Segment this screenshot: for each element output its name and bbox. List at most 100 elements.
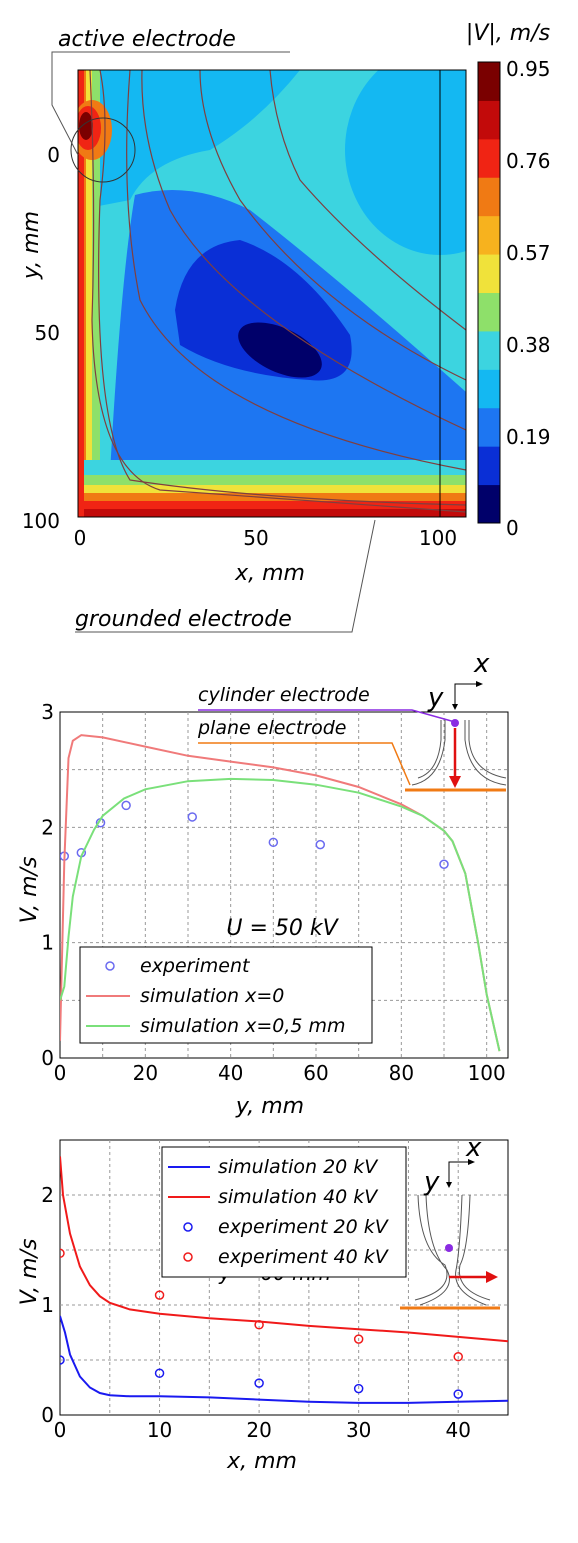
- legend-label: experiment: [140, 955, 251, 977]
- contour-upper-right-region: [345, 70, 466, 255]
- inset-label-x: x: [473, 649, 490, 679]
- inset-arrow-head: [486, 1271, 498, 1283]
- colorbar-ticks: 0.95 0.76 0.57 0.38 0.19 0: [506, 57, 551, 540]
- contour-y-label: y, mm: [19, 211, 44, 280]
- data-point: [254, 1320, 264, 1330]
- inset-cylinder-point: [451, 719, 459, 727]
- contour-left-edge: [78, 70, 84, 517]
- inset-streamlines: [414, 1194, 491, 1306]
- grounded-electrode-label: grounded electrode: [75, 607, 292, 632]
- inset-axis-arrow-x: [476, 681, 483, 687]
- data-point: [60, 1355, 65, 1365]
- colorbar-level: [478, 330, 500, 370]
- panel2-x-label: y, mm: [235, 1094, 304, 1119]
- colorbar-tick: 0.38: [506, 333, 551, 357]
- active-electrode-label: active electrode: [58, 27, 236, 52]
- panel2-y-label: V, m/s: [17, 857, 42, 924]
- x-tick-label: 10: [147, 1418, 172, 1442]
- legend-marker-exp-40kv: [183, 1252, 193, 1262]
- contour-x-label: x, mm: [234, 561, 305, 586]
- panel3-y-label: V, m/s: [17, 1239, 42, 1306]
- colorbar-level: [478, 177, 500, 217]
- colorbar-tick: 0.76: [506, 149, 551, 173]
- colorbar-level: [478, 292, 500, 332]
- colorbar-tick: 0.95: [506, 57, 551, 81]
- velocity-y-panel: 0 20 40 60 80 100 0 1 2 3 y, mm V, m/s U = 50 kV…: [17, 649, 509, 1119]
- contour-x-ticks: 0 50 100: [74, 526, 457, 550]
- y-tick-label: 2: [41, 815, 54, 839]
- contour-panel: active electrode grounded electrode 0 50…: [19, 21, 551, 633]
- contour-y-tick: 0: [47, 143, 60, 167]
- colorbar-level: [478, 369, 500, 409]
- cylinder-leader: [198, 709, 456, 723]
- x-tick-label: 100: [468, 1061, 506, 1085]
- x-tick-label: 20: [246, 1418, 271, 1442]
- panel2-title: U = 50 kV: [226, 916, 339, 941]
- panel3-series: [60, 1156, 508, 1404]
- active-electrode-leader: [51, 51, 290, 156]
- colorbar-level: [478, 484, 500, 524]
- legend-label: experiment 20 kV: [218, 1216, 390, 1238]
- inset-label-plane: plane electrode: [197, 717, 347, 739]
- y-tick-label: 3: [41, 700, 54, 724]
- inset-label-x: x: [465, 1133, 482, 1163]
- panel3-y-ticks: 0 1 2: [41, 1183, 54, 1427]
- y-tick-label: 0: [41, 1403, 54, 1427]
- y-tick-label: 0: [41, 1046, 54, 1070]
- contour-y-tick: 50: [35, 321, 60, 345]
- data-point: [353, 1334, 364, 1344]
- series-line: [60, 1315, 508, 1404]
- x-tick-label: 30: [346, 1418, 371, 1442]
- colorbar-level: [478, 407, 500, 447]
- colorbar-frame: [477, 61, 501, 524]
- inset-arrow-head: [449, 776, 461, 788]
- plane-leader: [198, 742, 411, 786]
- panel2-x-ticks: 0 20 40 60 80 100: [54, 1061, 506, 1085]
- inset-axis-arrow-x: [468, 1159, 475, 1165]
- data-point: [187, 812, 198, 822]
- legend-label: simulation 40 kV: [218, 1186, 379, 1208]
- data-point: [439, 859, 449, 869]
- colorbar-tick: 0: [506, 516, 519, 540]
- x-tick-label: 0: [54, 1061, 67, 1085]
- y-tick-label: 1: [41, 1293, 54, 1317]
- data-point: [121, 800, 131, 811]
- panel2-y-ticks: 0 1 2 3: [41, 700, 54, 1070]
- x-tick-label: 40: [445, 1418, 470, 1442]
- data-point: [60, 1248, 65, 1259]
- x-tick-label: 80: [389, 1061, 414, 1085]
- inset-axes: [448, 1161, 470, 1184]
- colorbar-level: [478, 100, 500, 140]
- legend-label: simulation x=0,5 mm: [140, 1015, 346, 1037]
- colorbar: [478, 62, 500, 524]
- colorbar-level: [478, 138, 500, 178]
- grounded-electrode-leader: [75, 519, 376, 633]
- colorbar-level: [478, 215, 500, 255]
- colorbar-tick: 0.57: [506, 241, 551, 265]
- panel3-inset: x y: [400, 1133, 500, 1310]
- data-point: [453, 1389, 463, 1399]
- data-point: [315, 839, 326, 850]
- series-line: [60, 777, 501, 1052]
- colorbar-tick: 0.19: [506, 425, 551, 449]
- contour-level-3: [78, 70, 300, 210]
- x-tick-label: 20: [133, 1061, 158, 1085]
- contour-x-tick: 50: [243, 526, 268, 550]
- colorbar-level: [478, 62, 500, 101]
- data-point: [154, 1368, 165, 1378]
- inset-label-y: y: [427, 683, 444, 713]
- legend-marker-experiment: [105, 961, 115, 971]
- contour-y-tick: 100: [22, 509, 60, 533]
- electrode-hotspot-core: [79, 112, 93, 140]
- contour-x-tick: 0: [74, 526, 87, 550]
- x-tick-label: 60: [303, 1061, 328, 1085]
- legend-label: simulation x=0: [140, 985, 284, 1007]
- contour-frame: [77, 69, 467, 518]
- y-tick-label: 2: [41, 1183, 54, 1207]
- data-point: [453, 1351, 463, 1362]
- y-tick-label: 1: [41, 931, 54, 955]
- inset-streamlines: [411, 720, 507, 786]
- contour-field: [78, 70, 466, 517]
